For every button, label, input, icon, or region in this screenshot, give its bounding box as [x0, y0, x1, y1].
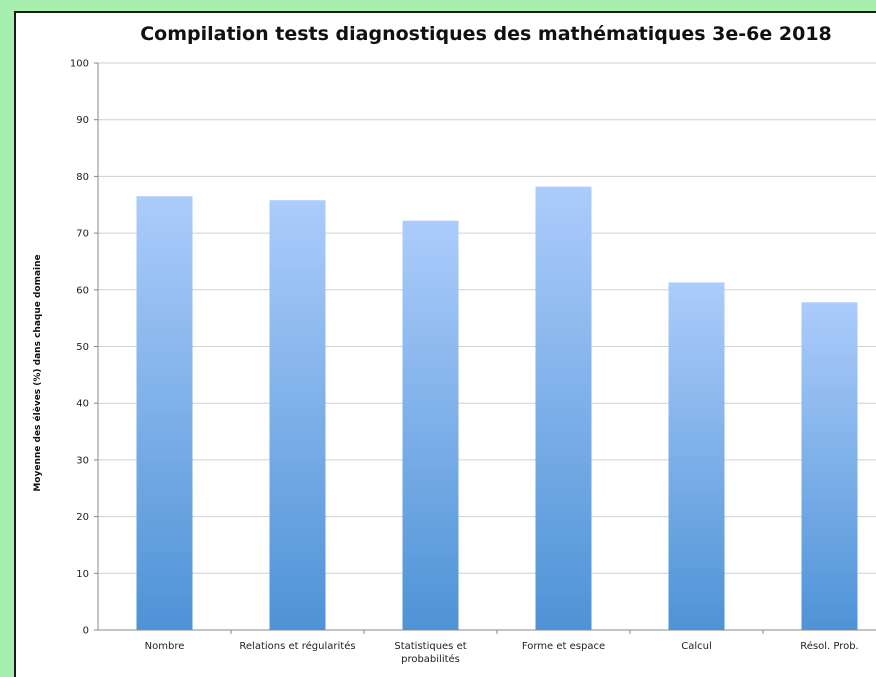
- chart-title: Compilation tests diagnostiques des math…: [140, 23, 832, 45]
- y-tick-label: 30: [76, 455, 89, 466]
- y-tick-label: 90: [76, 115, 89, 126]
- chart-frame: Compilation tests diagnostiques des math…: [14, 11, 876, 677]
- bar: [668, 282, 725, 630]
- bar-chart: 0 10 20 30 40 50 60 70 80 90 100 Nombre Relations et…: [70, 59, 876, 665]
- y-tick-label: 10: [76, 569, 89, 580]
- x-tick-label: Forme et espace: [522, 641, 605, 652]
- x-tick-label: Nombre: [145, 641, 185, 652]
- y-tick-label: 0: [83, 626, 89, 637]
- y-tick-label: 70: [76, 229, 89, 240]
- y-tick-label: 20: [76, 512, 89, 523]
- x-tick-label: Calcul: [681, 641, 712, 652]
- bar: [535, 186, 592, 630]
- y-tick-label: 80: [76, 172, 89, 183]
- y-tick-label: 100: [70, 59, 89, 70]
- y-tick-label: 50: [76, 342, 89, 353]
- y-tick-label: 60: [76, 285, 89, 296]
- bar: [269, 200, 326, 631]
- bar: [801, 302, 858, 630]
- x-tick-label: Résol. Prob.: [800, 640, 859, 652]
- x-tick-label: Statistiques et probabilités: [394, 641, 466, 665]
- y-tick-label: 40: [76, 399, 89, 410]
- bar: [402, 220, 459, 630]
- x-tick-label: Relations et régularités: [239, 640, 355, 652]
- bar: [136, 196, 193, 630]
